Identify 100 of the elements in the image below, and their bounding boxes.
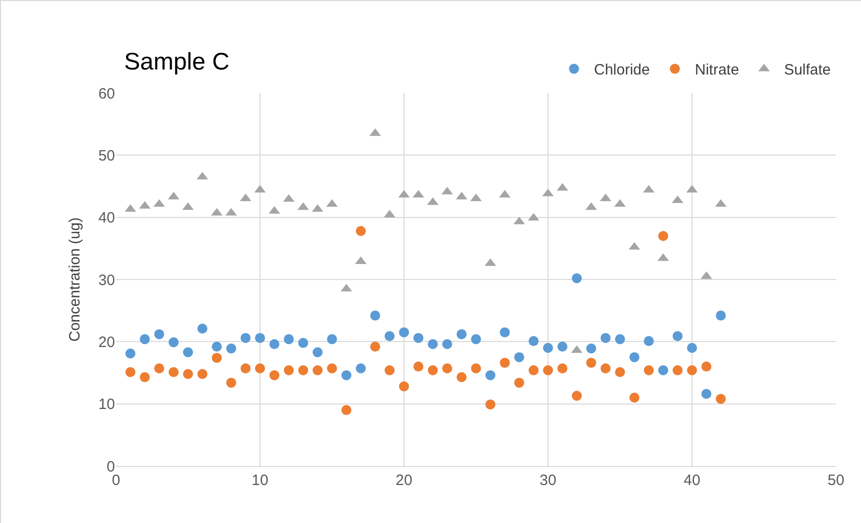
legend-label: Chloride (594, 62, 650, 79)
point (384, 331, 395, 342)
point (456, 329, 467, 340)
point (471, 334, 481, 344)
point (716, 310, 726, 321)
point (586, 344, 596, 354)
point (356, 363, 366, 374)
point (327, 334, 337, 344)
point (543, 342, 553, 353)
point (615, 367, 625, 378)
y-tick-label: 10 (98, 396, 115, 414)
point (284, 365, 294, 376)
point (701, 362, 712, 372)
point (341, 405, 352, 416)
point (154, 363, 164, 374)
x-tick-label: 40 (684, 472, 700, 489)
point (240, 363, 251, 374)
point (240, 332, 251, 343)
point (528, 336, 539, 346)
point (399, 381, 409, 392)
point (701, 388, 712, 399)
x-tick-label: 20 (396, 472, 412, 489)
point (298, 365, 308, 376)
point (255, 363, 265, 374)
point (500, 358, 510, 368)
point (629, 352, 640, 362)
point (399, 327, 409, 338)
point (485, 370, 496, 380)
point (500, 327, 510, 338)
point (543, 365, 553, 376)
point (572, 273, 582, 284)
point (269, 339, 280, 350)
point (557, 363, 568, 374)
point (557, 342, 568, 352)
chart-title: Sample C (124, 48, 230, 76)
legend-label: Sulfate (784, 62, 831, 79)
point (183, 347, 193, 358)
point (687, 342, 697, 353)
point (629, 392, 640, 403)
point (356, 226, 366, 236)
y-tick-label: 0 (106, 458, 115, 476)
point (226, 378, 236, 388)
point (125, 367, 136, 378)
point (428, 365, 438, 376)
y-tick-label: 20 (98, 334, 115, 351)
x-tick-label: 30 (540, 472, 556, 489)
y-tick-label: 50 (98, 147, 115, 164)
point (428, 339, 438, 350)
point (226, 344, 236, 354)
point (413, 362, 424, 372)
point (615, 334, 625, 344)
point (514, 378, 524, 388)
point (197, 324, 208, 334)
point (413, 332, 424, 343)
point (370, 342, 380, 352)
point (327, 363, 337, 374)
point (183, 368, 193, 379)
point (212, 342, 222, 352)
point (255, 332, 265, 343)
point (168, 367, 179, 378)
y-axis-title: Concentration (ug) (66, 217, 84, 342)
point (672, 365, 683, 376)
point (716, 394, 726, 404)
point (514, 352, 524, 362)
point (154, 329, 164, 340)
point (672, 331, 683, 342)
x-tick-label: 50 (828, 472, 844, 489)
point (140, 372, 150, 382)
y-tick-label: 40 (98, 210, 115, 227)
point (125, 348, 136, 358)
y-tick-label: 60 (98, 85, 115, 102)
point (312, 347, 323, 358)
point (442, 363, 452, 374)
point (197, 368, 208, 379)
point (485, 399, 496, 410)
point (298, 338, 308, 348)
point (341, 370, 352, 380)
point (140, 334, 150, 344)
point (168, 337, 179, 348)
point (528, 365, 539, 376)
y-tick-label: 30 (98, 272, 115, 289)
point (644, 336, 654, 346)
point (687, 365, 697, 376)
point (586, 358, 596, 368)
point (370, 310, 380, 321)
point (600, 363, 611, 374)
point (471, 363, 481, 374)
point (600, 332, 611, 343)
point (658, 365, 668, 376)
point (644, 365, 654, 376)
point (269, 370, 280, 380)
point (658, 230, 668, 241)
legend-label: Nitrate (694, 62, 740, 79)
point (572, 390, 582, 401)
point (442, 339, 452, 350)
point (212, 352, 222, 363)
point (456, 372, 467, 382)
point (284, 334, 294, 344)
x-tick-label: 10 (252, 472, 268, 489)
point (312, 365, 323, 376)
